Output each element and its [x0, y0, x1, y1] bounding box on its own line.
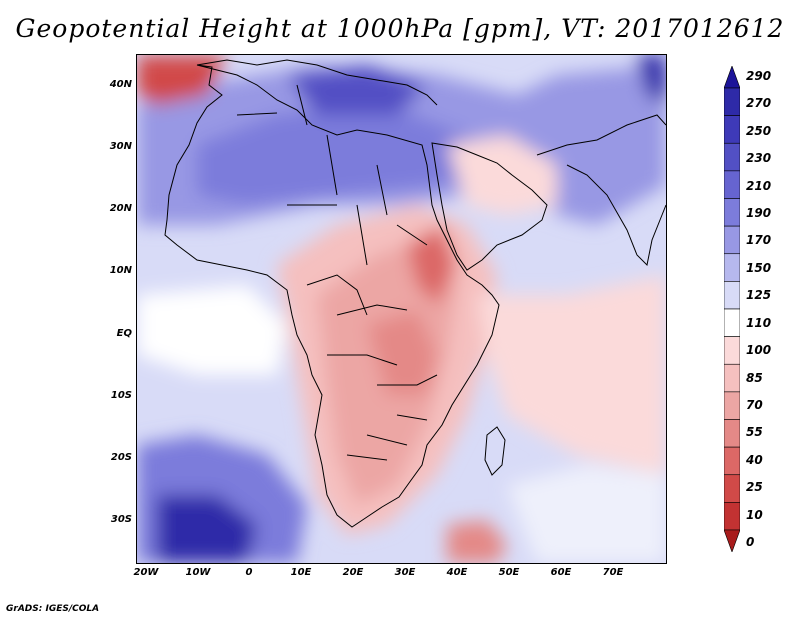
lat-label-20s: 20S — [110, 452, 132, 463]
colorbar-label: 270 — [746, 96, 772, 111]
lat-label-40n: 40N — [109, 79, 132, 90]
colorbar-label: 170 — [746, 233, 772, 248]
colorbar-label: 250 — [746, 123, 772, 138]
colorbar-label: 210 — [746, 178, 772, 193]
colorbar-swatch — [724, 502, 740, 531]
colorbar-swatch — [724, 253, 740, 282]
lat-label-10n: 10N — [109, 265, 132, 276]
colorbar-label: 150 — [746, 260, 772, 275]
colorbar-swatch — [724, 142, 740, 172]
colorbar-swatch — [724, 170, 740, 199]
lon-label-30e: 30E — [394, 567, 416, 578]
lon-label-10w: 10W — [185, 567, 211, 578]
lon-label-10e: 10E — [290, 567, 312, 578]
colorbar-swatch — [724, 391, 740, 420]
colorbar-label: 100 — [746, 343, 772, 358]
colorbar-label: 110 — [746, 315, 772, 330]
lat-label-30s: 30S — [110, 514, 132, 525]
lon-label-40e: 40E — [446, 567, 468, 578]
colorbar-swatch — [724, 225, 740, 255]
geopotential-map — [137, 55, 666, 563]
colorbar-label: 230 — [746, 151, 772, 166]
colorbar-swatch — [724, 115, 740, 144]
lon-label-50e: 50E — [498, 567, 520, 578]
lon-label-20w: 20W — [133, 567, 159, 578]
height-field-shading — [137, 55, 666, 563]
colorbar-swatch — [724, 198, 740, 227]
colorbar-label: 40 — [746, 452, 763, 467]
colorbar-label: 70 — [746, 397, 763, 412]
coastlines — [164, 59, 666, 528]
colorbar-label: 290 — [746, 68, 772, 83]
lon-label-70e: 70E — [602, 567, 624, 578]
lat-label-10s: 10S — [110, 390, 132, 401]
lon-label-20e: 20E — [342, 567, 364, 578]
colorbar-swatch — [724, 336, 740, 365]
colorbar-swatch — [724, 87, 740, 116]
grads-credit: GrADS: IGES/COLA — [6, 604, 100, 614]
lat-label-20n: 20N — [109, 203, 132, 214]
colorbar-swatch — [724, 363, 740, 393]
colorbar-swatch — [724, 419, 740, 448]
map-panel — [136, 54, 667, 564]
colorbar-label: 0 — [746, 535, 755, 550]
colorbar-label: 85 — [746, 370, 763, 385]
plot-title: Geopotential Height at 1000hPa [gpm], VT… — [15, 14, 785, 43]
lon-label-60e: 60E — [550, 567, 572, 578]
colorbar-label: 190 — [746, 206, 772, 221]
lat-label-eq: EQ — [116, 328, 132, 339]
colorbar-swatch — [724, 446, 740, 476]
lon-label-0: 0 — [245, 567, 253, 578]
colorbar-label: 10 — [746, 507, 763, 522]
colorbar-label: 125 — [746, 288, 772, 303]
colorbar-swatch — [724, 474, 740, 503]
lat-label-30n: 30N — [109, 141, 132, 152]
colorbar-swatch — [724, 281, 740, 310]
colorbar-label: 55 — [746, 425, 763, 440]
colorbar-swatch — [724, 529, 740, 552]
colorbar-label: 25 — [746, 480, 763, 495]
colorbar — [724, 66, 740, 552]
colorbar-swatch — [724, 308, 740, 337]
colorbar-swatch — [724, 66, 740, 89]
